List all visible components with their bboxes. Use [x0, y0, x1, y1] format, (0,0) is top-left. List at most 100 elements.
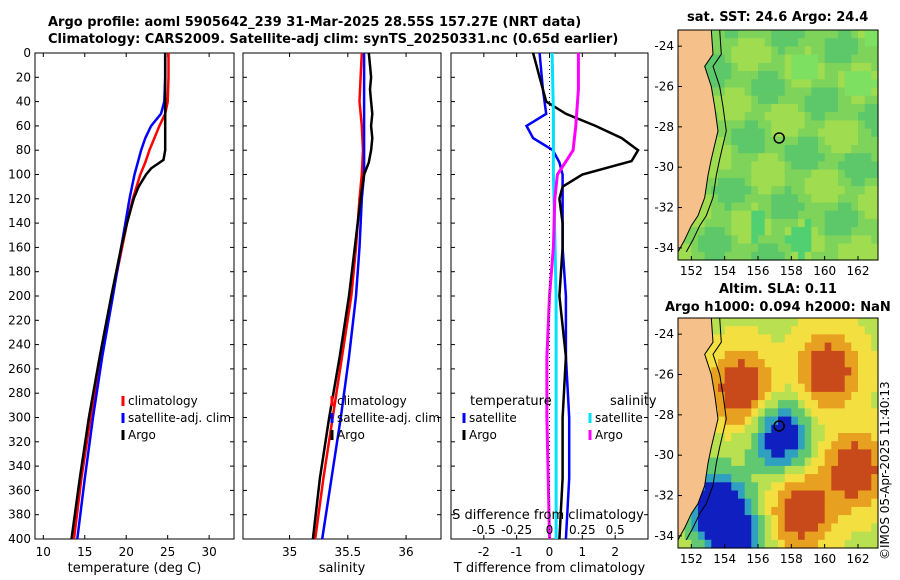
series-line-temperature-satellite: [524, 52, 571, 540]
s-tick-label: 0.5: [606, 523, 625, 537]
x-tick-label: 30: [201, 545, 216, 559]
legend-entry-label: satellite-adj. clim: [128, 411, 231, 425]
y-tick-label: 280: [8, 386, 31, 400]
x-tick-label: 25: [160, 545, 175, 559]
x-tick-label: -1: [511, 545, 523, 559]
x-tick-label: 35: [282, 545, 297, 559]
y-tick-label: 60: [16, 119, 31, 133]
legend-entry-label: satellite: [469, 411, 517, 425]
sla-map-title-line2: Argo h1000: 0.094 h2000: NaN: [665, 300, 891, 315]
y-tick-label: 240: [8, 338, 31, 352]
x-tick-label: 160: [813, 552, 836, 566]
legend-entry-label: satellite-adj. clim: [337, 411, 440, 425]
legend-header-temperature: temperature: [470, 394, 552, 409]
x-tick-label: 15: [77, 545, 92, 559]
y-tick-label: 180: [8, 265, 31, 279]
x-tick-label: 2: [611, 545, 619, 559]
x-tick-label: 158: [780, 552, 803, 566]
y-tick-label: -24: [654, 327, 674, 341]
y-tick-label: 380: [8, 508, 31, 522]
plot-frame-2: [450, 52, 649, 540]
x-tick-label: 152: [680, 264, 703, 278]
figure-title-line2: Climatology: CARS2009. Satellite-adj cli…: [48, 32, 619, 47]
legend-entry-label: satellite: [595, 411, 643, 425]
y-tick-label: -32: [654, 201, 674, 215]
depth-contour: [685, 29, 727, 253]
y-tick-label: -28: [654, 408, 674, 422]
legend-entry-label: Argo: [128, 428, 156, 442]
x-tick-label: -2: [478, 545, 490, 559]
y-tick-label: 160: [8, 240, 31, 254]
y-tick-label: 260: [8, 362, 31, 376]
legend-header-salinity: salinity: [610, 394, 657, 409]
map-frame: [677, 29, 879, 261]
legend-entry-label: climatology: [128, 394, 198, 408]
x-tick-label: 0: [546, 545, 554, 559]
series-line-satellite-adj--clim: [76, 53, 167, 540]
series-line-salinity-satellite: [550, 52, 558, 539]
series-line-climatology: [72, 53, 170, 540]
y-tick-label: 360: [8, 483, 31, 497]
map-frame: [677, 317, 879, 549]
x-tick-label: 162: [847, 552, 870, 566]
x-tick-label: 154: [713, 264, 736, 278]
x-axis-label: salinity: [319, 561, 366, 576]
plot-frame-0: [34, 52, 235, 540]
y-tick-label: 80: [16, 143, 31, 157]
y-tick-label: 340: [8, 459, 31, 473]
y-tick-label: 20: [16, 70, 31, 84]
y-tick-label: -26: [654, 79, 674, 93]
sla-map-title-line1: Altim. SLA: 0.11: [719, 282, 837, 297]
y-tick-label: 0: [23, 46, 31, 60]
land-area: [677, 29, 719, 260]
map-sst: [677, 29, 879, 261]
x-tick-label: 156: [747, 552, 770, 566]
y-tick-label: -28: [654, 120, 674, 134]
x-axis-label: T difference from climatology: [453, 561, 646, 576]
s-tick-label: 0: [546, 523, 554, 537]
depth-contour: [685, 317, 727, 541]
y-tick-label: 200: [8, 289, 31, 303]
series-line-temperature-argo: [531, 52, 640, 540]
y-tick-label: 120: [8, 192, 31, 206]
y-tick-label: -30: [654, 160, 674, 174]
series-line-salinity-argo: [545, 53, 580, 540]
series-line-climatology: [313, 52, 365, 540]
y-tick-label: 300: [8, 411, 31, 425]
y-tick-label: 220: [8, 313, 31, 327]
x-tick-label: 158: [780, 264, 803, 278]
plot-frame-1: [242, 52, 442, 540]
x-tick-label: 20: [119, 545, 134, 559]
legend-entry-label: Argo: [469, 428, 497, 442]
s-tick-label: -0.5: [472, 523, 495, 537]
s-tick-label: 0.25: [569, 523, 596, 537]
y-tick-label: -24: [654, 39, 674, 53]
series-line-argo: [70, 53, 167, 540]
x-tick-label: 36: [398, 545, 413, 559]
sst-map-title: sat. SST: 24.6 Argo: 24.4: [687, 10, 869, 25]
legend-entry-label: Argo: [595, 428, 623, 442]
y-tick-label: 320: [8, 435, 31, 449]
x-tick-label: 154: [713, 552, 736, 566]
map-sla: [677, 317, 879, 549]
figure-title-line1: Argo profile: aoml 5905642_239 31-Mar-20…: [48, 15, 582, 30]
x-tick-label: 1: [579, 545, 587, 559]
x-tick-label: 35.5: [334, 545, 361, 559]
credit-label: ©IMOS 05-Apr-2025 11:40:13: [878, 381, 892, 560]
s-tick-label: -0.25: [501, 523, 532, 537]
x-tick-label: 152: [680, 552, 703, 566]
argo-position-marker: [773, 420, 785, 432]
y-tick-label: -32: [654, 489, 674, 503]
series-line-satellite-adj--clim: [320, 53, 366, 540]
x-tick-label: 156: [747, 264, 770, 278]
s-axis-label: S difference from climatology: [452, 508, 644, 523]
x-tick-label: 162: [847, 264, 870, 278]
x-tick-label: 10: [36, 545, 51, 559]
x-tick-label: 160: [813, 264, 836, 278]
legend-entry-label: Argo: [337, 428, 365, 442]
x-axis-label: temperature (deg C): [68, 561, 202, 576]
series-line-argo: [311, 52, 374, 540]
legend-entry-label: climatology: [337, 394, 407, 408]
y-tick-label: -34: [654, 529, 674, 543]
y-tick-label: -26: [654, 367, 674, 381]
